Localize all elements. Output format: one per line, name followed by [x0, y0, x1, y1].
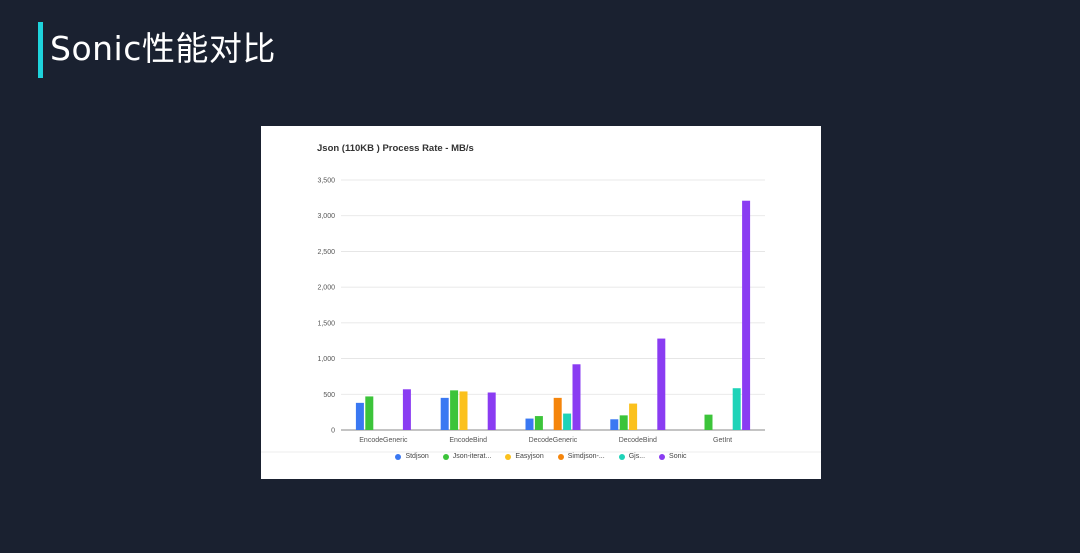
- x-tick-label: EncodeBind: [449, 437, 487, 444]
- legend-label: Simdjson-...: [567, 453, 605, 460]
- bar-EncodeBind-Easyjson: [459, 391, 468, 430]
- legend-swatch-icon: [618, 453, 625, 460]
- y-tick-label: 1,000: [317, 356, 335, 363]
- legend-swatch-icon: [395, 453, 402, 460]
- y-tick-label: 3,000: [317, 213, 335, 220]
- legend-item[interactable]: Easyjson: [505, 453, 544, 460]
- bar-EncodeGeneric-Sonic: [402, 389, 411, 430]
- legend-label: Gjs...: [628, 453, 646, 460]
- bar-EncodeBind-Sonic: [487, 392, 496, 430]
- legend-label: Easyjson: [515, 453, 544, 460]
- legend-swatch-icon: [505, 453, 512, 460]
- x-tick-label: DecodeBind: [619, 437, 657, 444]
- bar-DecodeBind-Sonic: [657, 338, 666, 430]
- bar-DecodeGeneric-Gjs...: [563, 413, 572, 430]
- bar-chart: 0 500 1,000 1,500 2,000 2,500 3,000 3,500 Encode…: [261, 178, 821, 453]
- bar-DecodeBind-Stdjson: [610, 419, 619, 430]
- legend-item[interactable]: Stdjson: [395, 453, 429, 460]
- bar-DecodeGeneric-Simdjson-...: [553, 397, 562, 430]
- legend-item[interactable]: Gjs...: [618, 453, 646, 460]
- y-tick-label: 2,500: [317, 249, 335, 256]
- bar-EncodeBind-Stdjson: [440, 397, 449, 430]
- chart-legend: Stdjson Json-iterat... Easyjson Simdjson-..…: [261, 453, 821, 460]
- bar-DecodeGeneric-Stdjson: [525, 418, 534, 430]
- legend-label: Sonic: [669, 453, 687, 460]
- chart-title: Json (110KB ) Process Rate - MB/s: [317, 143, 474, 154]
- title-accent-bar: [38, 22, 43, 78]
- legend-item[interactable]: Sonic: [659, 453, 687, 460]
- x-tick-label: DecodeGeneric: [529, 437, 578, 444]
- x-tick-label: EncodeGeneric: [359, 437, 408, 444]
- bar-DecodeBind-Json-iterat...: [619, 415, 628, 430]
- legend-swatch-icon: [442, 453, 449, 460]
- bar-GetInt-Json-iterat...: [704, 414, 713, 430]
- legend-swatch-icon: [659, 453, 666, 460]
- legend-item[interactable]: Json-iterat...: [442, 453, 492, 460]
- legend-label: Stdjson: [405, 453, 429, 460]
- y-tick-label: 3,500: [317, 178, 335, 185]
- bar-EncodeBind-Json-iterat...: [450, 390, 459, 430]
- y-tick-label: 1,500: [317, 320, 335, 327]
- legend-label: Json-iterat...: [452, 453, 492, 460]
- x-tick-label: GetInt: [713, 437, 732, 444]
- bar-DecodeGeneric-Json-iterat...: [534, 416, 543, 430]
- bar-DecodeGeneric-Sonic: [572, 364, 581, 430]
- y-tick-label: 0: [331, 428, 335, 435]
- slide-title: Sonic性能对比: [50, 29, 276, 68]
- bar-DecodeBind-Easyjson: [629, 403, 638, 430]
- legend-item[interactable]: Simdjson-...: [557, 453, 605, 460]
- y-tick-label: 2,000: [317, 285, 335, 292]
- bar-GetInt-Sonic: [742, 200, 751, 430]
- bar-EncodeGeneric-Json-iterat...: [365, 396, 374, 430]
- bar-GetInt-Gjs...: [732, 388, 741, 430]
- bar-EncodeGeneric-Stdjson: [355, 402, 364, 430]
- legend-swatch-icon: [557, 453, 564, 460]
- chart-card: Json (110KB ) Process Rate - MB/s 0 500 1,…: [261, 126, 821, 479]
- y-tick-label: 500: [323, 392, 335, 399]
